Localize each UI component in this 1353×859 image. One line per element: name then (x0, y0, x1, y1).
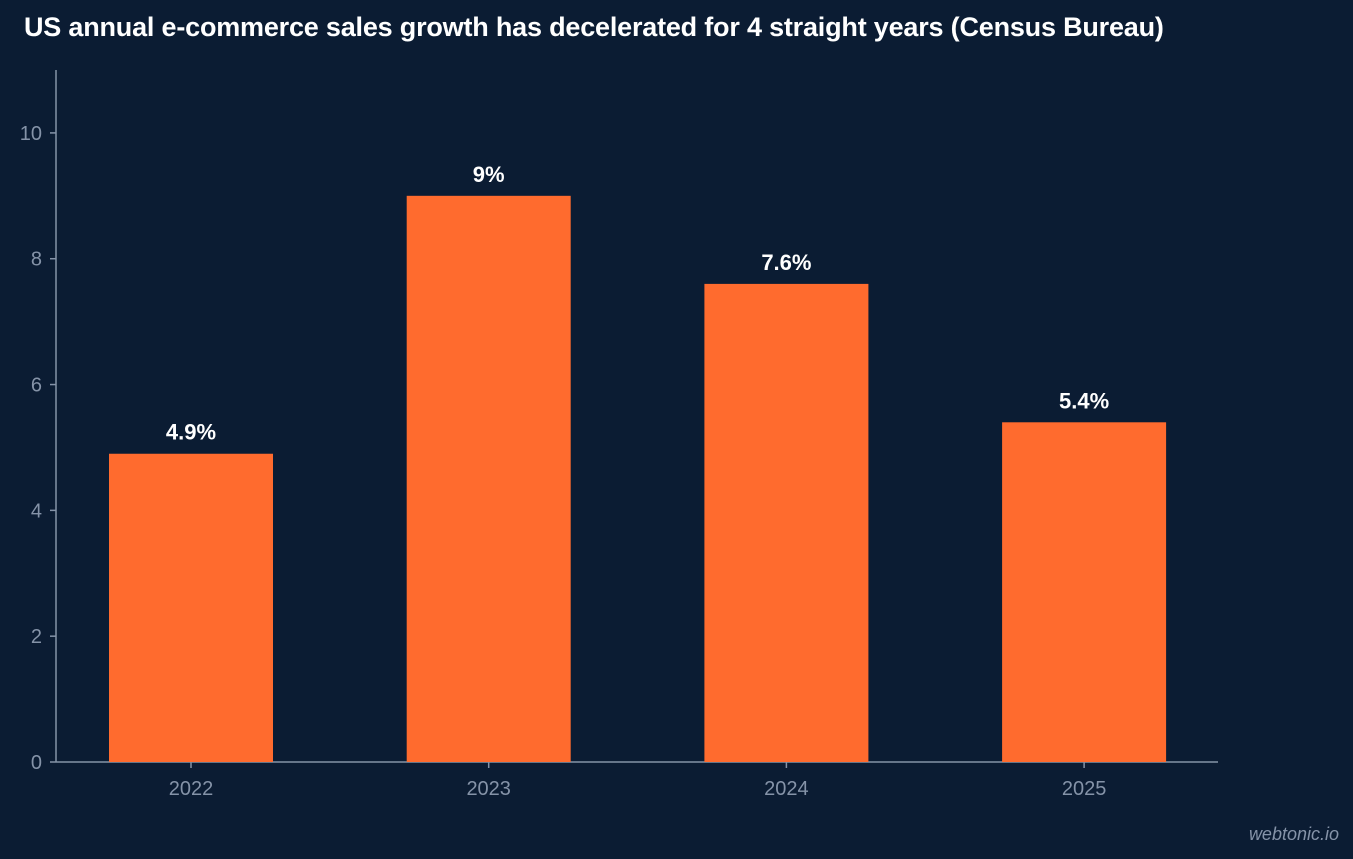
y-axis: 0 2 4 6 8 10 (20, 70, 57, 774)
bar-2022 (109, 453, 273, 762)
y-tick-label: 4 (31, 500, 42, 522)
x-tick-label: 2022 (169, 778, 214, 800)
chart-title: US annual e-commerce sales growth has de… (24, 12, 1164, 42)
x-tick-label: 2025 (1062, 778, 1107, 800)
y-tick-label: 2 (31, 626, 42, 648)
value-label-2024: 7.6% (761, 250, 811, 275)
value-label-2025: 5.4% (1059, 388, 1109, 413)
value-label-2023: 9% (473, 162, 505, 187)
bar-2025 (1002, 422, 1167, 762)
bar-2023 (406, 195, 571, 762)
bars (109, 195, 1167, 762)
x-axis: 2022 2023 2024 2025 (56, 761, 1218, 800)
value-label-2022: 4.9% (166, 420, 216, 445)
y-tick-label: 8 (31, 249, 42, 271)
value-labels: 4.9% 9% 7.6% 5.4% (166, 162, 1109, 445)
x-tick-label: 2023 (466, 778, 511, 800)
y-tick-label: 0 (31, 752, 42, 774)
watermark: webtonic.io (1248, 824, 1339, 844)
y-tick-label: 6 (31, 375, 42, 397)
bar-2024 (704, 283, 869, 762)
x-tick-label: 2024 (764, 778, 809, 800)
y-tick-label: 10 (20, 123, 42, 145)
